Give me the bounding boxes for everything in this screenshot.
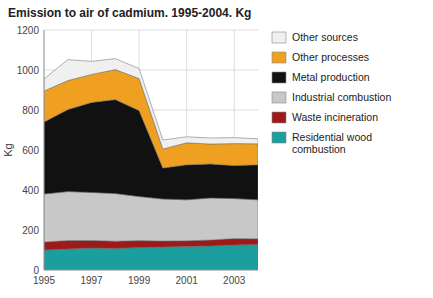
y-tick-label: 0 (33, 265, 39, 276)
x-tick-label: 2001 (176, 275, 199, 286)
legend: Other sources Other processes Metal produc… (272, 31, 391, 155)
legend-label: Residential woodcombustion (292, 131, 372, 155)
legend-label: Other processes (292, 51, 369, 63)
area (44, 192, 258, 242)
legend-label: Other sources (292, 31, 358, 43)
legend-label-line: Metal production (292, 71, 370, 83)
legend-label-line: Residential wood (292, 131, 372, 143)
grid-line (44, 30, 258, 31)
legend-swatch (272, 92, 286, 103)
legend-swatch (272, 72, 286, 83)
area (44, 59, 258, 149)
legend-label-line: Industrial combustion (292, 91, 391, 103)
y-tick-label: 600 (22, 145, 39, 156)
legend-swatch (272, 32, 286, 43)
y-tick-label: 400 (22, 185, 39, 196)
y-tick-label: 800 (22, 105, 39, 116)
x-tick-label: 1997 (80, 275, 103, 286)
legend-label-line: Other processes (292, 51, 369, 63)
x-tick-label: 2003 (223, 275, 246, 286)
title: Emission to air of cadmium. 1995-2004. K… (8, 6, 251, 20)
grid-line (44, 30, 45, 270)
x-tick-label: 1995 (33, 275, 56, 286)
legend-label: Waste incineration (292, 111, 378, 123)
y-tick-label: 1000 (17, 65, 40, 76)
grid (44, 30, 258, 270)
area (44, 70, 258, 168)
grid-line (44, 270, 258, 271)
legend-label-line: Other sources (292, 31, 358, 43)
chart: Emission to air of cadmium. 1995-2004. K… (0, 0, 433, 298)
y-tick-label: 1200 (17, 25, 40, 36)
legend-label-line: Waste incineration (292, 111, 378, 123)
legend-label: Metal production (292, 71, 370, 83)
legend-swatch (272, 52, 286, 63)
y-axis-line (44, 30, 45, 270)
legend-swatch (272, 112, 286, 123)
legend-label-line: combustion (292, 143, 346, 155)
areas (44, 59, 258, 270)
x-axis-line (44, 270, 258, 271)
legend-label: Industrial combustion (292, 91, 391, 103)
y-tick-label: 200 (22, 225, 39, 236)
x-tick-label: 1999 (128, 275, 151, 286)
y-axis-label: Kg (2, 143, 14, 156)
legend-swatch (272, 132, 286, 143)
